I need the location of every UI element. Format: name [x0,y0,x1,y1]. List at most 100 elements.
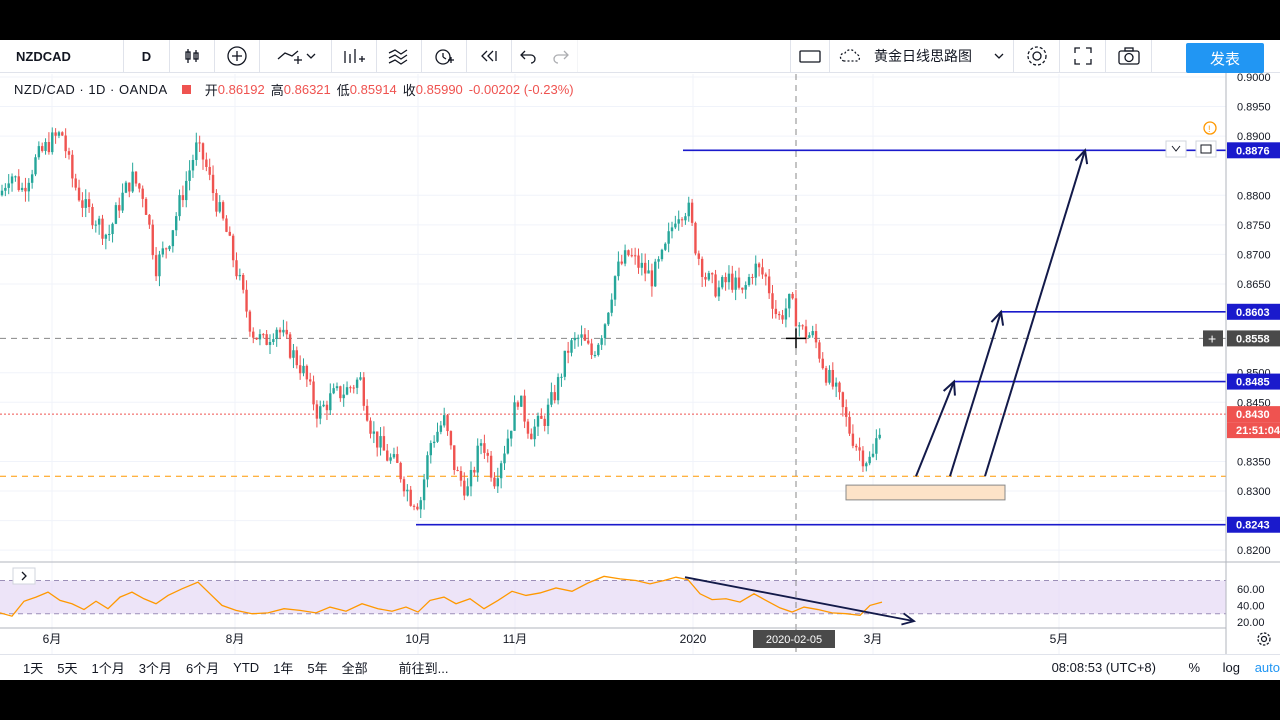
candle-body [134,171,138,184]
candle-body [707,273,711,280]
candle-body [737,277,741,288]
candle-body [875,438,878,454]
candles-icon[interactable] [170,39,215,73]
candle-body [463,480,466,496]
candle-body [469,469,473,487]
template-icon[interactable] [377,39,422,73]
candle-body [258,334,262,340]
candle-body [255,337,258,340]
plus-icon: + [1208,330,1216,346]
candle-body [523,395,526,422]
replay-icon[interactable] [467,39,512,73]
candle-body [459,470,463,481]
rsi-divergence-head [901,612,917,626]
candle-body [285,329,288,335]
compare-icon[interactable] [260,39,332,73]
candle-body [265,334,268,345]
candle-body [399,462,402,480]
candle-body [744,285,747,290]
range-5y[interactable]: 5年 [307,661,328,676]
range-1d[interactable]: 1天 [23,661,44,676]
add-indicator-icon[interactable] [215,39,260,73]
percent-scale-button[interactable]: % [1188,660,1200,675]
log-scale-button[interactable]: log [1222,660,1240,675]
candle-body [24,187,27,192]
bar-chart-icon[interactable] [332,39,377,73]
candle-body [845,407,848,417]
candle-body [272,339,275,342]
undo-icon[interactable] [512,40,544,73]
candles [0,127,881,519]
candle-body [17,176,20,191]
camera-icon[interactable] [1106,39,1152,73]
candle-body [81,200,84,208]
range-5d[interactable]: 5天 [57,661,78,676]
range-all[interactable]: 全部 [341,661,368,676]
range-1y[interactable]: 1年 [273,661,294,676]
candle-body [198,142,201,144]
candle-body [530,433,533,440]
high-value: 0.86321 [283,82,331,97]
candle-body [148,214,151,225]
fullscreen-icon[interactable] [1060,39,1106,73]
candle-body [339,386,342,399]
range-6m[interactable]: 6个月 [185,661,220,676]
candle-body [101,218,104,239]
candle-body [761,267,764,275]
candle-body [536,415,540,427]
candle-body [34,157,37,175]
candle-body [550,392,553,405]
candle-body [620,261,623,264]
candle-body [794,298,798,327]
price-tick-6: 0.8650 [1237,279,1271,291]
chart-canvas[interactable]: 0.9000 0.8950 0.8900 0.8800 0.8750 0.8700 0.86… [0,40,1280,654]
pane-collapse-button[interactable] [12,567,36,585]
candle-body [352,387,355,389]
rsi-tick-2: 20.00 [1237,617,1265,629]
interval-button[interactable]: D [124,39,170,73]
time-tick-6: 5月 [1050,632,1069,646]
range-3m[interactable]: 3个月 [138,661,172,676]
candle-body [37,146,41,158]
candle-body [104,234,108,239]
alert-icon[interactable] [422,39,467,73]
candle-body [164,248,168,250]
chart-settings-icon[interactable] [1257,632,1271,646]
symbol-search-button[interactable]: NZDCAD [0,39,124,73]
candle-body [563,350,566,377]
add-horizontal-line-button[interactable]: + [1203,330,1223,347]
price-label-4: 0.8430 [1236,409,1270,421]
candle-body [181,195,185,201]
candle-body [764,274,767,277]
candle-body [446,415,449,432]
candle-body [138,183,141,189]
candle-body [175,216,178,231]
redo-icon[interactable] [544,39,578,73]
candle-body [419,500,422,510]
auto-scale-button[interactable]: auto [1254,660,1280,675]
candle-body [359,377,362,380]
range-ytd[interactable]: YTD [233,660,260,675]
candle-body [355,379,359,388]
candle-body [61,132,64,136]
candle-body [379,436,382,448]
layout-menu[interactable]: 黄金日线思路图 [830,39,1014,73]
goto-date-button[interactable]: 前往到... [398,661,449,676]
candle-body [861,450,865,467]
candle-body [540,415,543,419]
candle-body [185,180,188,201]
candle-body [332,388,335,394]
warning-mark: ! [1208,124,1211,134]
candle-body [262,334,265,336]
publish-button[interactable]: 发表 [1186,43,1264,73]
rectangle-icon[interactable] [790,39,830,73]
rsi-tick-1: 40.00 [1237,600,1265,612]
clock[interactable]: 08:08:53 (UTC+8) [1051,660,1156,675]
candle-body [814,331,818,343]
crosshair-date-bg [753,630,835,648]
settings-icon[interactable] [1014,39,1060,73]
range-1m[interactable]: 1个月 [91,661,125,676]
candle-body [640,262,644,268]
price-label-3: 0.8485 [1236,377,1270,389]
candle-body [560,376,563,378]
